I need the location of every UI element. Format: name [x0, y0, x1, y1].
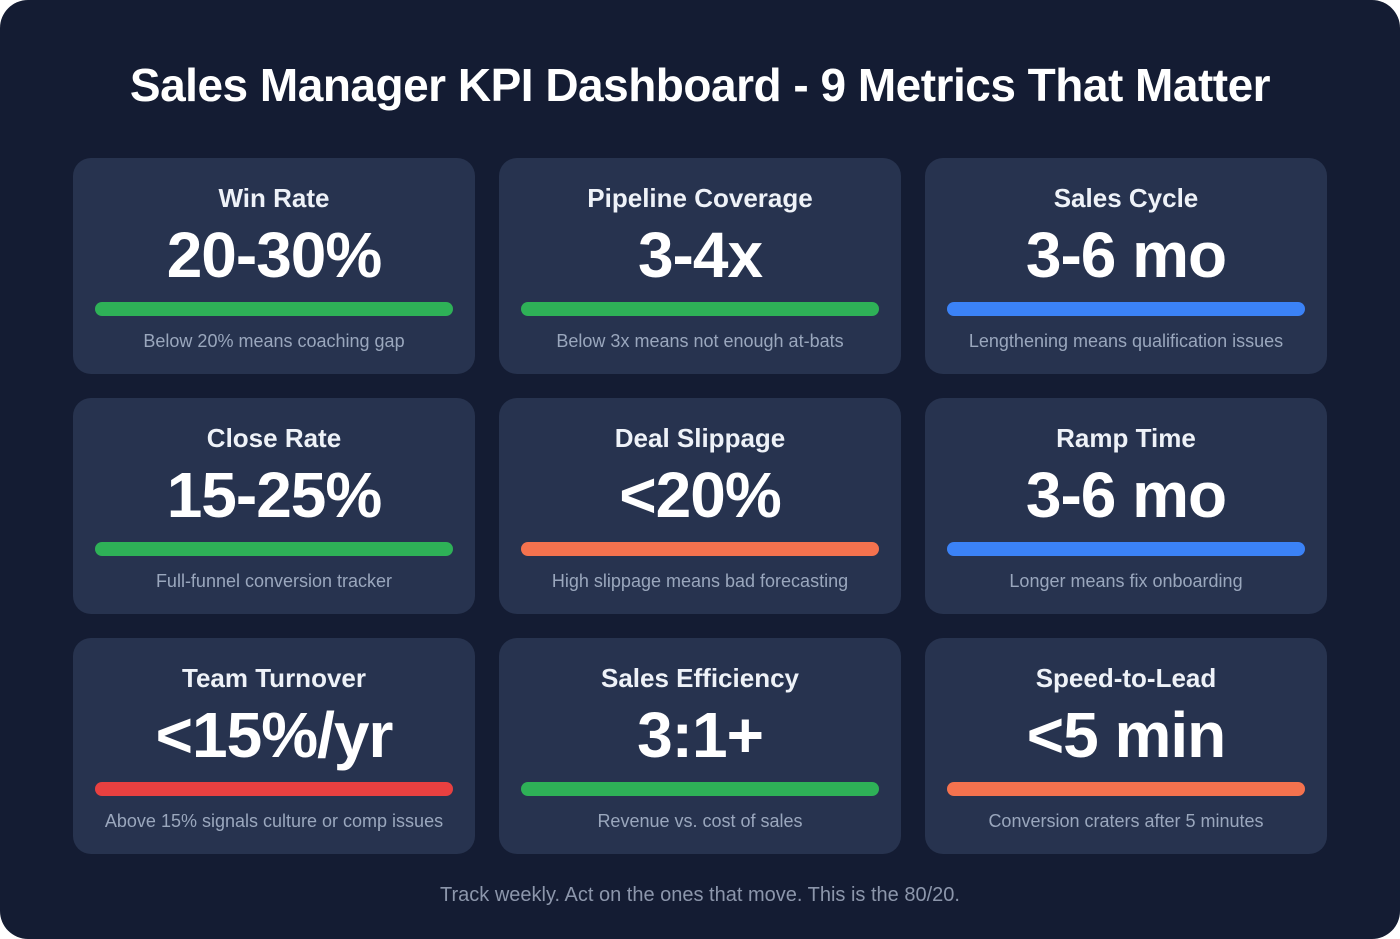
kpi-status-bar-blue: [947, 542, 1305, 557]
kpi-status-bar-red: [95, 782, 453, 797]
footer-note: Track weekly. Act on the ones that move.…: [440, 884, 960, 906]
kpi-card: Speed-to-Lead <5 min Conversion craters …: [925, 638, 1327, 854]
kpi-card-title: Close Rate: [206, 423, 342, 453]
kpi-card-note: Longer means fix onboarding: [1009, 571, 1243, 592]
kpi-card-value: <20%: [619, 458, 781, 531]
kpi-status-bar-orange: [521, 542, 879, 557]
kpi-card-title: Pipeline Coverage: [587, 183, 813, 213]
kpi-card-value: <15%/yr: [155, 698, 394, 771]
kpi-card-note: Revenue vs. cost of sales: [597, 811, 803, 832]
kpi-card-note: Below 3x means not enough at-bats: [556, 331, 844, 352]
kpi-status-bar-blue: [947, 302, 1305, 317]
kpi-card-value: 3-4x: [637, 218, 763, 291]
page-title: Sales Manager KPI Dashboard - 9 Metrics …: [129, 59, 1271, 111]
kpi-card-note: Above 15% signals culture or comp issues: [104, 811, 444, 832]
kpi-card-value: 15-25%: [166, 458, 383, 531]
kpi-status-bar-green: [521, 782, 879, 797]
kpi-card: Ramp Time 3-6 mo Longer means fix onboar…: [925, 398, 1327, 614]
kpi-card-title: Speed-to-Lead: [1035, 663, 1217, 693]
kpi-card-value: 3:1+: [637, 698, 764, 771]
kpi-status-bar-green: [95, 302, 453, 317]
kpi-card-value: 3-6 mo: [1025, 458, 1227, 531]
kpi-card-note: Full-funnel conversion tracker: [155, 571, 393, 592]
kpi-card-value: 20-30%: [166, 218, 383, 291]
kpi-card-note: Lengthening means qualification issues: [968, 331, 1284, 352]
kpi-card-title: Win Rate: [218, 183, 330, 213]
kpi-card-note: Below 20% means coaching gap: [143, 331, 405, 352]
kpi-card-title: Sales Efficiency: [601, 663, 799, 693]
kpi-card: Sales Cycle 3-6 mo Lengthening means qua…: [925, 158, 1327, 374]
kpi-card-value: <5 min: [1026, 698, 1227, 771]
kpi-card-title: Ramp Time: [1056, 423, 1196, 453]
kpi-card-note: Conversion craters after 5 minutes: [988, 811, 1264, 832]
kpi-card-title: Sales Cycle: [1053, 183, 1199, 213]
kpi-status-bar-orange: [947, 782, 1305, 797]
kpi-status-bar-green: [521, 302, 879, 317]
kpi-card: Deal Slippage <20% High slippage means b…: [499, 398, 901, 614]
kpi-grid: Win Rate 20-30% Below 20% means coaching…: [73, 158, 1327, 854]
kpi-card-title: Deal Slippage: [614, 423, 786, 453]
kpi-card: Team Turnover <15%/yr Above 15% signals …: [73, 638, 475, 854]
kpi-card: Win Rate 20-30% Below 20% means coaching…: [73, 158, 475, 374]
kpi-card-title: Team Turnover: [182, 663, 366, 693]
kpi-card: Close Rate 15-25% Full-funnel conversion…: [73, 398, 475, 614]
kpi-status-bar-green: [95, 542, 453, 557]
kpi-card: Pipeline Coverage 3-4x Below 3x means no…: [499, 158, 901, 374]
kpi-card-note: High slippage means bad forecasting: [551, 571, 849, 592]
kpi-card: Sales Efficiency 3:1+ Revenue vs. cost o…: [499, 638, 901, 854]
kpi-card-value: 3-6 mo: [1025, 218, 1227, 291]
